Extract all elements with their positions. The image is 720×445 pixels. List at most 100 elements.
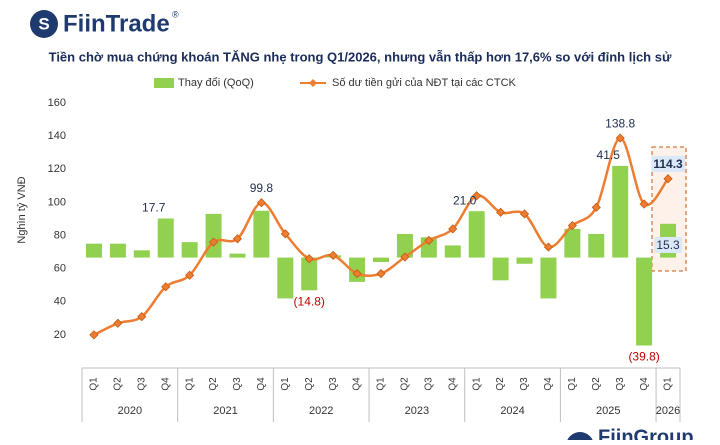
bar (373, 257, 389, 262)
footer-logo: FiinGroup (598, 426, 694, 440)
x-tick-label: Q1 (376, 377, 387, 391)
y-tick-label: 100 (48, 196, 66, 208)
bar (301, 257, 318, 291)
bar (396, 233, 413, 258)
x-tick-label: Q1 (184, 377, 195, 391)
x-tick-label: Q1 (663, 377, 674, 391)
line-marker (208, 237, 219, 247)
line-marker (304, 254, 314, 264)
line-marker (519, 209, 530, 219)
y-tick-label: 20 (54, 329, 66, 341)
line-marker (280, 229, 290, 239)
x-tick-label: Q2 (495, 377, 506, 391)
x-tick-label: Q4 (256, 377, 267, 391)
x-tick-label: Q2 (591, 377, 602, 391)
y-tick-label: 60 (54, 263, 66, 275)
x-tick-label: Q4 (352, 377, 363, 391)
logo-icon (30, 10, 58, 38)
line-marker (328, 250, 338, 260)
brand: FiinTrade (63, 10, 170, 37)
y-axis-label: Nghìn tỷ VNĐ (16, 176, 28, 243)
value-label: 41.5 (597, 148, 621, 162)
chart-title: Tiền chờ mua chứng khoán TĂNG nhẹ trong … (49, 49, 672, 64)
x-tick-label: Q4 (543, 377, 554, 391)
bar (468, 211, 485, 258)
line-marker (615, 133, 625, 143)
x-tick-label: Q3 (232, 377, 243, 391)
x-tick-label: Q4 (447, 377, 458, 391)
value-label: 99.8 (250, 181, 274, 195)
bar (109, 243, 126, 258)
footer-logo-icon (566, 432, 594, 445)
line-marker (663, 174, 673, 184)
bar (612, 165, 629, 258)
x-tick-label: Q1 (471, 377, 482, 391)
line-marker (400, 252, 410, 262)
x-tick-label: Q3 (519, 377, 530, 391)
y-tick-label: 80 (54, 229, 66, 241)
bar (253, 210, 270, 258)
value-label: 114.3 (653, 157, 683, 171)
x-tick-label: Q3 (328, 377, 339, 391)
line-marker (232, 234, 243, 244)
line-marker (496, 207, 506, 217)
bar (157, 218, 174, 258)
group-label: 2025 (596, 405, 620, 417)
brand-mark: ® (172, 9, 179, 19)
line-marker (161, 282, 171, 292)
group-label: 2026 (656, 405, 680, 417)
x-tick-label: Q4 (160, 377, 171, 391)
bar (636, 257, 653, 346)
line-marker (639, 199, 649, 209)
x-tick-label: Q1 (567, 377, 578, 391)
line-marker (567, 220, 577, 231)
label-background (651, 155, 686, 172)
value-label: 21.0 (453, 193, 477, 207)
y-tick-label: 120 (48, 163, 66, 175)
y-tick-label: 140 (48, 130, 66, 142)
group-label: 2020 (118, 405, 142, 417)
bar (85, 243, 102, 258)
line-marker (352, 269, 362, 279)
x-tick-label: Q1 (280, 377, 291, 391)
bar (277, 257, 294, 299)
x-tick-label: Q2 (304, 377, 315, 391)
bar (205, 213, 222, 258)
value-label: 15.3 (656, 238, 680, 252)
line-marker (591, 202, 601, 212)
x-tick-label: Q3 (615, 377, 626, 391)
value-label: (14.8) (294, 294, 325, 308)
legend-label: Thay đổi (QoQ) (178, 77, 254, 89)
x-tick-label: Q4 (639, 377, 650, 391)
legend-swatch (154, 78, 174, 88)
value-label: (39.8) (628, 350, 659, 364)
bar (492, 257, 509, 281)
bar (588, 233, 605, 258)
line-marker (137, 312, 147, 322)
line-marker (424, 235, 434, 246)
x-tick-label: Q1 (89, 377, 100, 391)
y-tick-label: 40 (54, 296, 66, 308)
x-tick-label: Q3 (136, 377, 147, 391)
y-tick-label: 160 (48, 97, 66, 109)
group-label: 2021 (213, 405, 237, 417)
line (93, 136, 670, 336)
x-tick-label: Q3 (423, 377, 434, 391)
line-marker (472, 191, 482, 201)
value-label: 17.7 (142, 201, 166, 215)
x-tick-label: Q2 (208, 377, 219, 391)
bar (540, 257, 557, 299)
value-label: 138.8 (605, 116, 635, 130)
legend-marker (309, 79, 317, 87)
group-label: 2023 (405, 405, 429, 417)
x-tick-label: Q2 (113, 377, 124, 391)
group-label: 2022 (309, 405, 333, 417)
x-tick-label: Q2 (400, 377, 411, 391)
line-marker (185, 270, 195, 280)
bar (564, 228, 581, 258)
group-label: 2024 (500, 405, 524, 417)
legend-label: Số dư tiền gửi của NĐT tại các CTCK (332, 77, 517, 89)
line-marker (543, 242, 554, 252)
